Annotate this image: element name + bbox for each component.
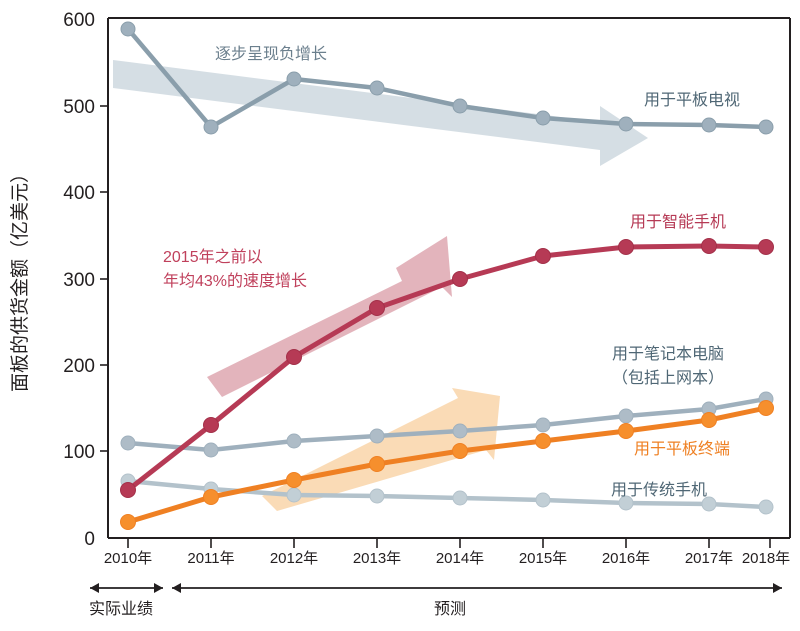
y-tick-400: 400: [63, 183, 95, 204]
y-tick-0: 0: [84, 529, 95, 550]
x-tick-2017: 2017年: [685, 550, 733, 567]
series-label-legacy-phone: 用于传统手机: [611, 481, 707, 499]
x-tick-2012: 2012年: [270, 550, 318, 567]
annotation-tv-trend-text: 逐步呈现负增长: [215, 45, 327, 63]
x-tick-2014: 2014年: [436, 550, 484, 567]
series-label-smartphone: 用于智能手机: [630, 213, 726, 231]
annotation-smartphone-line2: 年均43%的速度增长: [163, 272, 307, 290]
y-tick-100: 100: [63, 442, 95, 463]
y-tick-500: 500: [63, 97, 95, 118]
x-tick-2016: 2016年: [602, 550, 650, 567]
x-bracket-label-actual: 实际业绩: [89, 600, 153, 618]
y-tick-600: 600: [63, 10, 95, 31]
tablet-trend-arrow: [262, 388, 500, 511]
series-smartphone: [120, 238, 774, 498]
y-axis-title: 面板的供货金额（亿美元）: [9, 164, 31, 392]
y-tick-300: 300: [63, 270, 95, 291]
x-bracket-actual: [90, 583, 163, 593]
y-tick-200: 200: [63, 356, 95, 377]
tv-trend-arrow: [113, 60, 648, 166]
series-tablet-terminal: [120, 400, 774, 530]
series-label-notebook-pc-line2: （包括上网本）: [612, 369, 724, 387]
series-label-flat-panel-tv: 用于平板电视: [644, 91, 740, 109]
x-axis-ticks: [127, 538, 771, 548]
y-axis-ticks: [100, 105, 108, 452]
smartphone-trend-arrow: [207, 236, 452, 397]
y-axis-tick-labels: 600 500 400 300 200 100 0: [63, 10, 95, 550]
x-tick-2015: 2015年: [519, 550, 567, 567]
x-tick-2013: 2013年: [353, 550, 401, 567]
x-tick-2011: 2011年: [187, 550, 234, 567]
x-tick-2010: 2010年: [104, 550, 152, 567]
series-label-notebook-pc-line1: 用于笔记本电脑: [612, 345, 724, 363]
x-bracket-label-forecast: 预测: [434, 600, 466, 618]
x-bracket-forecast: [172, 583, 782, 593]
series-flat-panel-tv: [120, 21, 774, 135]
annotation-smartphone-line1: 2015年之前以: [163, 248, 263, 266]
x-tick-2018: 2018年: [742, 550, 790, 567]
series-label-tablet-terminal: 用于平板终端: [634, 440, 730, 458]
x-axis-tick-labels: 2010年 2011年 2012年 2013年 2014年 2015年 2016…: [104, 550, 790, 567]
